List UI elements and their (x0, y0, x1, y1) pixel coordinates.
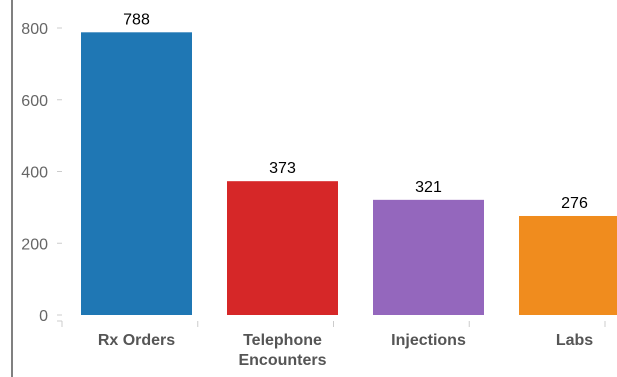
data-label: 321 (415, 179, 442, 196)
y-tick-label: 200 (21, 236, 48, 253)
x-tick-label: Telephone (243, 332, 322, 349)
bar (227, 181, 338, 315)
data-label: 373 (269, 160, 296, 177)
data-labels: 788 373 321 276 (123, 11, 588, 212)
x-tick-label: Injections (391, 332, 466, 349)
y-axis-ticks: 0 200 400 600 800 (21, 21, 62, 325)
data-label: 276 (561, 195, 588, 212)
y-tick-label: 800 (21, 21, 48, 38)
y-tick-label: 600 (21, 93, 48, 110)
bars (81, 32, 617, 316)
bar (519, 215, 617, 315)
bar (81, 32, 192, 316)
category-labels: Rx Orders Telephone Encounters Injections La… (98, 332, 593, 369)
x-tick-label: Labs (556, 332, 593, 349)
y-tick-label: 0 (39, 308, 48, 325)
x-tick-label: Encounters (238, 352, 326, 369)
data-label: 788 (123, 11, 150, 28)
x-axis-ticks (57, 320, 606, 327)
y-tick-label: 400 (21, 165, 48, 182)
bar (373, 199, 484, 315)
x-tick-label: Rx Orders (98, 332, 175, 349)
